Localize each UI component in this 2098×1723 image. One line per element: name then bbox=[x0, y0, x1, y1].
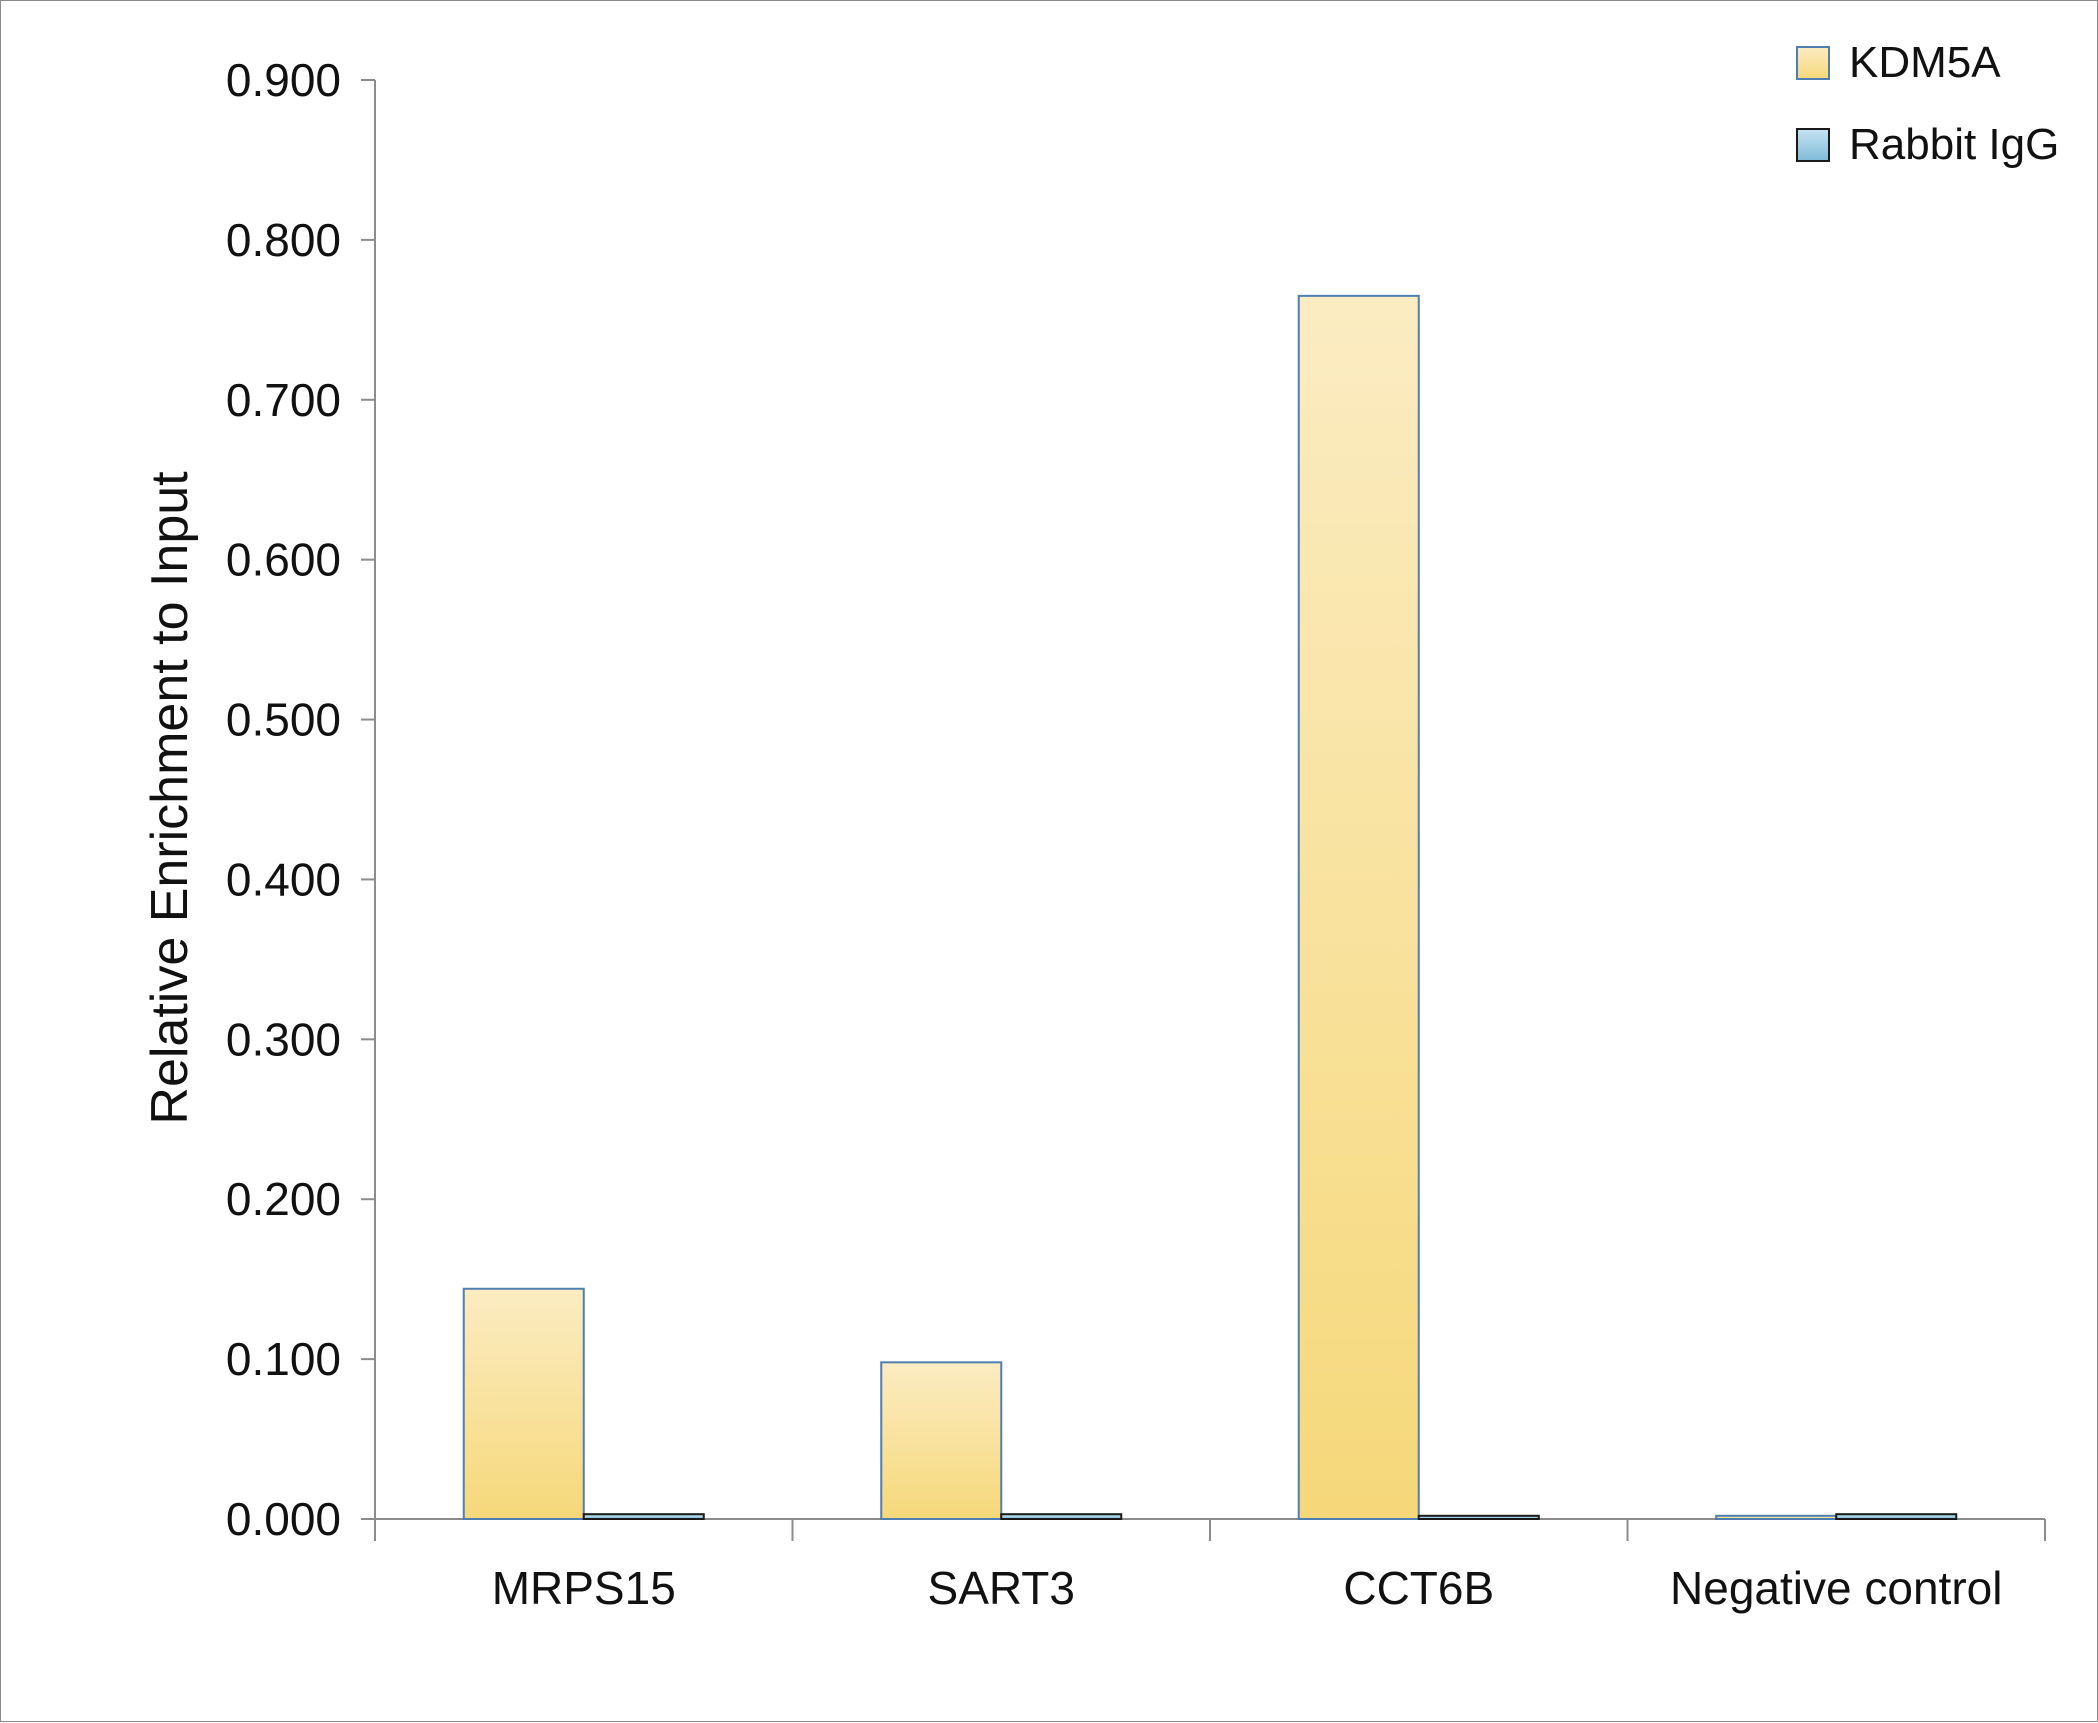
bar-rabbit-igg bbox=[1000, 1513, 1123, 1521]
x-axis: MRPS15 SART3 CCT6B Negative control bbox=[374, 1518, 2046, 1614]
x-category-label: Negative control bbox=[1670, 1562, 2002, 1614]
legend-swatch-kdm5a bbox=[1796, 46, 1830, 80]
y-tick-label: 0.900 bbox=[226, 54, 341, 106]
bar-rabbit-igg bbox=[1835, 1513, 1958, 1521]
y-tick-label: 0.000 bbox=[226, 1493, 341, 1545]
y-tick-label: 0.100 bbox=[226, 1333, 341, 1385]
y-tick-label: 0.300 bbox=[226, 1013, 341, 1065]
y-tick-label: 0.700 bbox=[226, 374, 341, 426]
y-tick-label: 0.200 bbox=[226, 1173, 341, 1225]
bar-kdm5a bbox=[1715, 1514, 1838, 1521]
x-category-label: CCT6B bbox=[1343, 1562, 1494, 1614]
legend-label-rabbit-igg: Rabbit IgG bbox=[1849, 120, 2059, 169]
x-category-label: MRPS15 bbox=[492, 1562, 676, 1614]
bar-kdm5a bbox=[1297, 294, 1420, 1521]
y-axis-title: Relative Enrichment to Input bbox=[141, 471, 199, 1125]
legend: KDM5A Rabbit IgG bbox=[1796, 38, 2059, 169]
bar-kdm5a bbox=[880, 1361, 1003, 1520]
x-category-label: SART3 bbox=[928, 1562, 1075, 1614]
bar-rabbit-igg bbox=[1417, 1514, 1540, 1521]
y-tick-label: 0.400 bbox=[226, 853, 341, 905]
bar-rabbit-igg bbox=[582, 1513, 705, 1521]
legend-swatch-rabbit-igg bbox=[1796, 128, 1830, 162]
y-axis: 0.000 0.100 0.200 0.300 0.400 0.500 0.600 0.700… bbox=[226, 54, 376, 1545]
bar-kdm5a bbox=[462, 1287, 585, 1521]
legend-label-kdm5a: KDM5A bbox=[1849, 38, 2001, 87]
y-tick-label: 0.600 bbox=[226, 534, 341, 586]
bars bbox=[462, 294, 1958, 1521]
y-tick-label: 0.800 bbox=[226, 214, 341, 266]
y-tick-label: 0.500 bbox=[226, 694, 341, 746]
